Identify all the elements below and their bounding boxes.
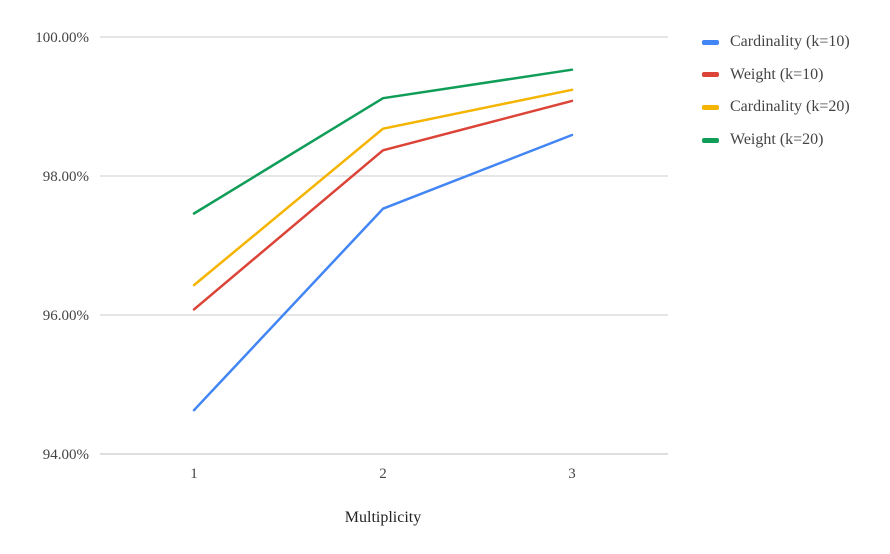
legend-swatch-icon [702, 72, 719, 78]
legend-label: Weight (k=10) [730, 65, 824, 83]
x-tick-label: 3 [568, 466, 576, 482]
legend-item[interactable]: Weight (k=10) [702, 59, 850, 92]
legend-label: Weight (k=20) [730, 131, 824, 149]
series-lines [192, 68, 574, 412]
y-tick-label: 98.00% [43, 169, 89, 185]
legend-item[interactable]: Cardinality (k=20) [702, 91, 850, 124]
legend-label: Cardinality (k=10) [730, 33, 850, 51]
legend: Cardinality (k=10) Weight (k=10) Cardinali… [702, 26, 850, 156]
series-line [192, 68, 574, 215]
series-line [192, 88, 574, 287]
y-tick-label: 94.00% [43, 447, 89, 463]
x-tick-label: 2 [379, 466, 387, 482]
series-line [192, 99, 574, 311]
x-tick-label: 1 [190, 466, 198, 482]
x-axis-ticks: 1 2 3 [190, 466, 576, 482]
x-axis-title: Multiplicity [345, 509, 421, 526]
legend-label: Cardinality (k=20) [730, 98, 850, 116]
legend-item[interactable]: Cardinality (k=10) [702, 26, 850, 59]
y-axis-ticks: 94.00% 96.00% 98.00% 100.00% [35, 30, 89, 463]
y-tick-label: 96.00% [43, 308, 89, 324]
legend-swatch-icon [702, 104, 719, 110]
gridlines [100, 36, 668, 455]
legend-item[interactable]: Weight (k=20) [702, 124, 850, 157]
legend-swatch-icon [702, 137, 719, 143]
legend-swatch-icon [702, 39, 719, 45]
series-line [192, 133, 574, 412]
y-tick-label: 100.00% [35, 30, 89, 46]
